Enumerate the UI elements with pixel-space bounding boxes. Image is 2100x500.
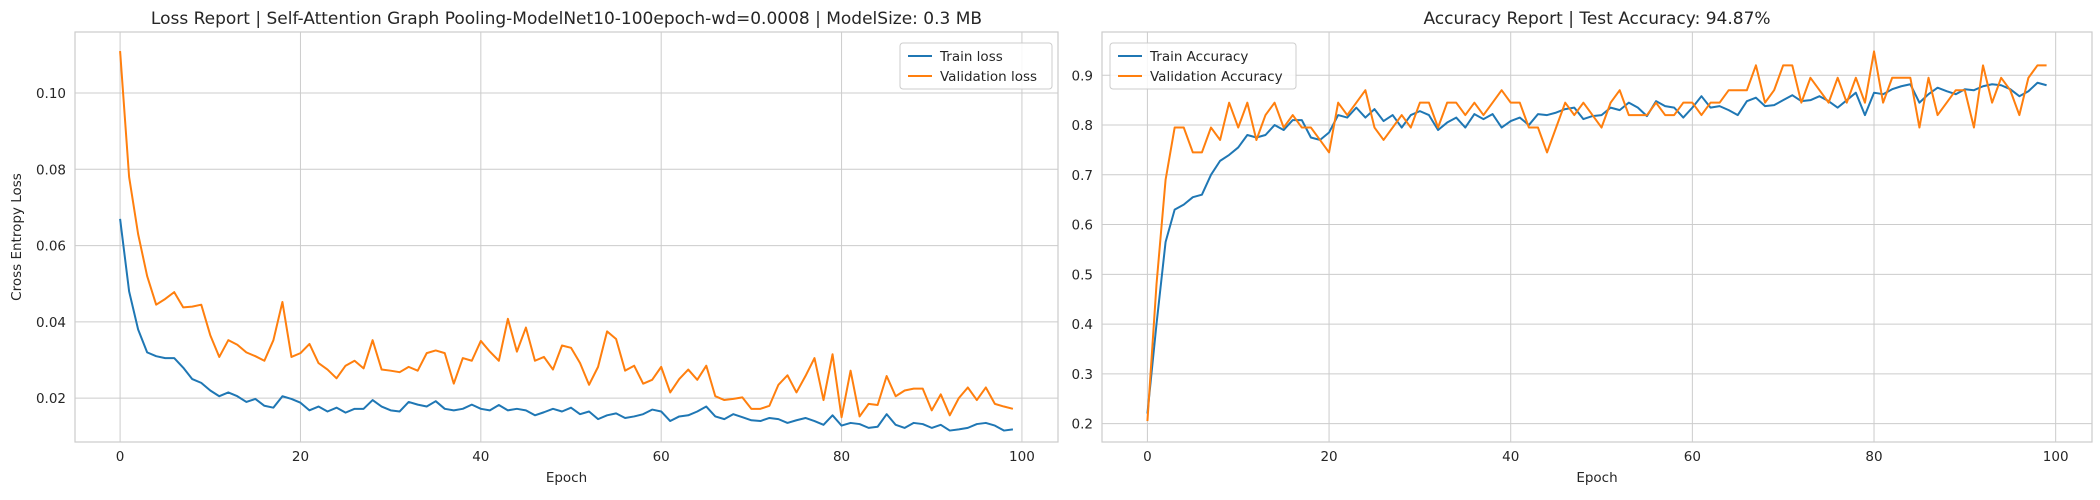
accuracy-y-tick-label: 0.3 xyxy=(1072,367,1093,383)
accuracy-x-tick-label: 40 xyxy=(1502,449,1519,465)
accuracy-y-tick-label: 0.5 xyxy=(1072,267,1093,283)
accuracy-series-line-validation-accuracy xyxy=(1146,50,2047,422)
accuracy-series-line-train-accuracy xyxy=(1146,81,2047,414)
loss-y-tick-label: 0.02 xyxy=(36,391,66,407)
loss-x-tick-label: 40 xyxy=(472,449,489,465)
loss-legend-label-train-loss: Train loss xyxy=(939,49,1003,65)
accuracy-y-tick-label: 0.2 xyxy=(1072,417,1093,433)
loss-x-tick-label: 80 xyxy=(833,449,850,465)
accuracy-legend-label-train-accuracy: Train Accuracy xyxy=(1149,49,1248,65)
accuracy-x-tick-label: 0 xyxy=(1143,449,1152,465)
loss-x-tick-label: 100 xyxy=(1009,449,1035,465)
accuracy-x-tick-label: 20 xyxy=(1320,449,1337,465)
loss-x-tick-label: 60 xyxy=(653,449,670,465)
accuracy-y-tick-label: 0.4 xyxy=(1072,317,1093,333)
accuracy-legend-label-validation-accuracy: Validation Accuracy xyxy=(1150,69,1283,85)
loss-chart-title: Loss Report | Self-Attention Graph Pooli… xyxy=(151,9,982,29)
accuracy-chart: 0 20 40 60 80 100 0.2 0.3 0.4 0.5 0.6 0.7 0.8 0.9 Accu… xyxy=(1072,9,2093,486)
loss-legend: Train loss Validation loss xyxy=(899,42,1053,90)
accuracy-legend-box xyxy=(1109,42,1297,90)
accuracy-plot-frame xyxy=(1101,31,2093,443)
loss-x-axis-label: Epoch xyxy=(546,470,587,486)
accuracy-x-tick-label: 60 xyxy=(1684,449,1701,465)
loss-y-tick-label: 0.10 xyxy=(36,86,66,102)
loss-series-line-validation-loss xyxy=(119,50,1014,419)
accuracy-x-tick-label: 100 xyxy=(2043,449,2069,465)
accuracy-y-tick-label: 0.8 xyxy=(1072,118,1093,134)
accuracy-x-tick-label: 80 xyxy=(1865,449,1882,465)
accuracy-legend: Train Accuracy Validation Accuracy xyxy=(1109,42,1297,90)
loss-y-tick-label: 0.08 xyxy=(36,162,66,178)
loss-y-axis-label: Cross Entropy Loss xyxy=(9,173,25,301)
loss-series-line-train-loss xyxy=(119,218,1014,432)
accuracy-y-tick-label: 0.6 xyxy=(1072,218,1093,234)
loss-chart: 0 20 40 60 80 100 0.02 0.04 0.06 0.08 0.10 Loss Rep… xyxy=(9,9,1059,486)
loss-legend-label-validation-loss: Validation loss xyxy=(940,69,1037,85)
loss-y-tick-label: 0.06 xyxy=(36,239,66,255)
loss-legend-box xyxy=(899,42,1053,90)
accuracy-y-tick-label: 0.9 xyxy=(1072,68,1093,84)
accuracy-y-tick-label: 0.7 xyxy=(1072,168,1093,184)
loss-y-tick-label: 0.04 xyxy=(36,315,66,331)
loss-plot-frame xyxy=(74,31,1059,443)
loss-x-tick-label: 20 xyxy=(292,449,309,465)
accuracy-chart-title: Accuracy Report | Test Accuracy: 94.87% xyxy=(1423,9,1770,29)
accuracy-x-axis-label: Epoch xyxy=(1576,470,1617,486)
loss-x-tick-label: 0 xyxy=(116,449,125,465)
